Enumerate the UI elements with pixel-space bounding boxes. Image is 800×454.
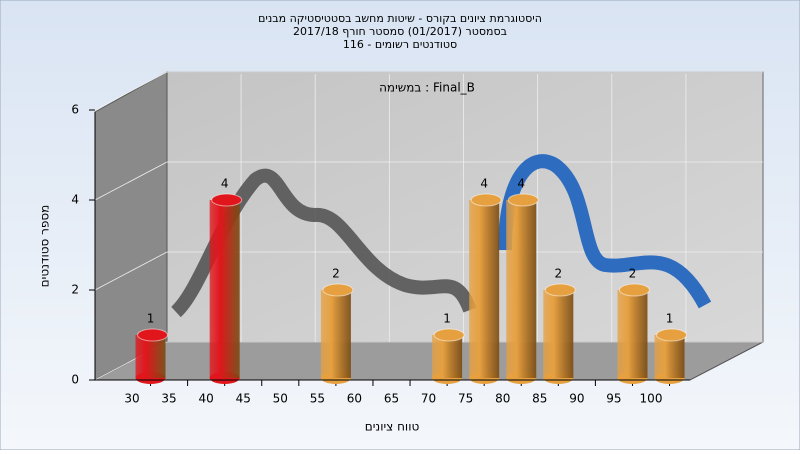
x-tick-label: 70	[421, 392, 436, 406]
bar-cap	[507, 193, 539, 207]
bar-cap	[322, 283, 354, 297]
value-label: 2	[555, 267, 563, 281]
grid-line	[94, 251, 168, 291]
value-label: 1	[147, 312, 155, 326]
x-tick-label: 95	[606, 392, 621, 406]
value-label: 1	[666, 312, 674, 326]
chart-title: סטודנטים רשומים - 116	[343, 38, 457, 51]
bar-cap	[433, 328, 465, 342]
annotation: במשימה : Final_B	[379, 81, 475, 95]
bar-cap	[211, 193, 243, 207]
x-tick-label: 35	[161, 392, 176, 406]
x-axis-label: טווח ציונים	[365, 420, 420, 434]
value-label: 4	[221, 177, 229, 191]
value-label: 2	[332, 267, 340, 281]
x-tick-label: 90	[569, 392, 584, 406]
grid-line	[94, 161, 168, 201]
bar	[135, 335, 166, 378]
value-label: 1	[443, 312, 451, 326]
y-tick-label: 6	[71, 103, 79, 117]
smooth-curve	[498, 154, 712, 309]
y-tick-label: 4	[71, 193, 79, 207]
x-tick-label: 55	[310, 392, 325, 406]
bar	[320, 290, 351, 378]
x-tick-label: 50	[273, 392, 288, 406]
value-label: 4	[480, 177, 488, 191]
y-tick-label: 2	[71, 283, 79, 297]
bar-cap	[618, 283, 650, 297]
bar	[617, 290, 648, 378]
bar-cap	[544, 283, 576, 297]
x-tick-label: 30	[124, 392, 139, 406]
x-tick-label: 60	[347, 392, 362, 406]
value-label: 2	[629, 267, 637, 281]
grid-line	[94, 71, 168, 111]
x-tick-label: 40	[199, 392, 214, 406]
x-tick-label: 100	[640, 392, 663, 406]
y-axis-label: מספר סטודנטים	[38, 205, 52, 288]
bar-cap	[470, 193, 502, 207]
chart-title: בסמסטר (01/2017) סמסטר חורף 2017/18	[293, 25, 507, 38]
x-tick-label: 45	[236, 392, 251, 406]
bar	[209, 200, 240, 378]
bar-cap	[656, 328, 688, 342]
y-tick-label: 0	[71, 373, 79, 387]
bar	[506, 200, 537, 378]
x-tick-label: 75	[458, 392, 473, 406]
bar	[654, 335, 685, 378]
bar-cap	[137, 328, 169, 342]
x-tick-label: 85	[532, 392, 547, 406]
x-tick-label: 80	[495, 392, 510, 406]
value-label: 4	[517, 177, 525, 191]
bar	[543, 290, 574, 378]
bar	[469, 200, 500, 378]
bars: 1 4 2 1 4 4 2 2 1	[135, 177, 688, 384]
bar	[432, 335, 463, 378]
x-tick-label: 65	[384, 392, 399, 406]
chart-title: היסטוגרמת ציונים בקורס - שיטות מחשב בסטט…	[258, 12, 542, 25]
